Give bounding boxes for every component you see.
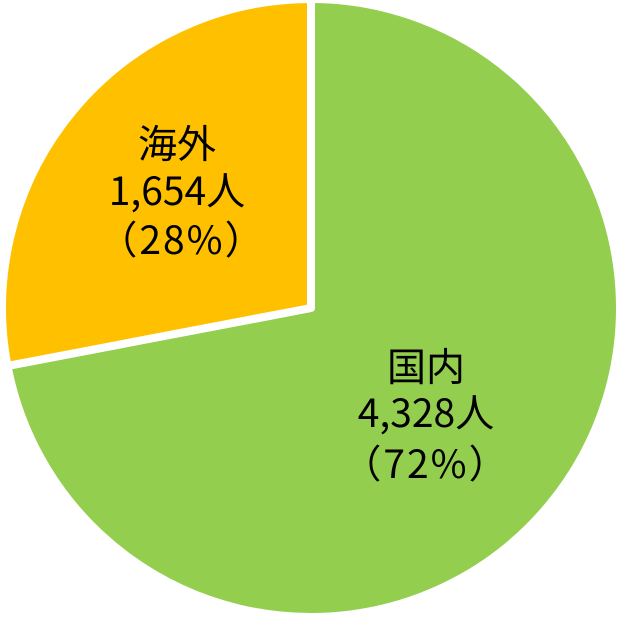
svg-text:（28%）: （28%） [98, 210, 265, 266]
svg-text:1,654人: 1,654人 [109, 161, 245, 217]
svg-text:（72%）: （72%） [342, 434, 509, 490]
svg-text:4,328人: 4,328人 [358, 383, 494, 439]
